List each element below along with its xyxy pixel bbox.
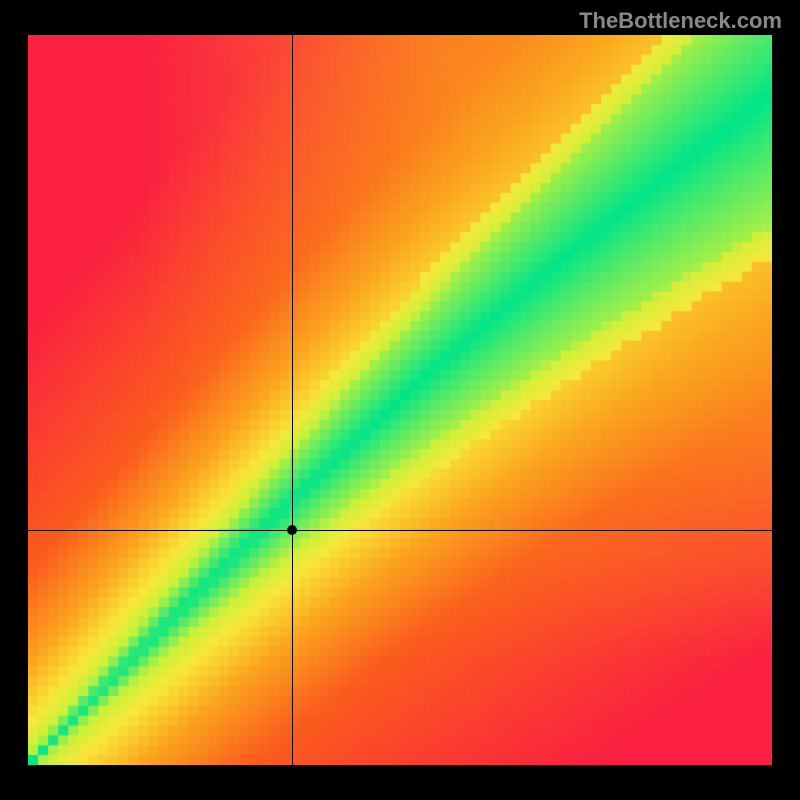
heatmap-plot — [28, 35, 772, 765]
heatmap-canvas — [28, 35, 772, 765]
crosshair-horizontal — [28, 530, 772, 531]
watermark-text: TheBottleneck.com — [579, 8, 782, 34]
crosshair-marker — [287, 525, 297, 535]
crosshair-vertical — [292, 35, 293, 765]
